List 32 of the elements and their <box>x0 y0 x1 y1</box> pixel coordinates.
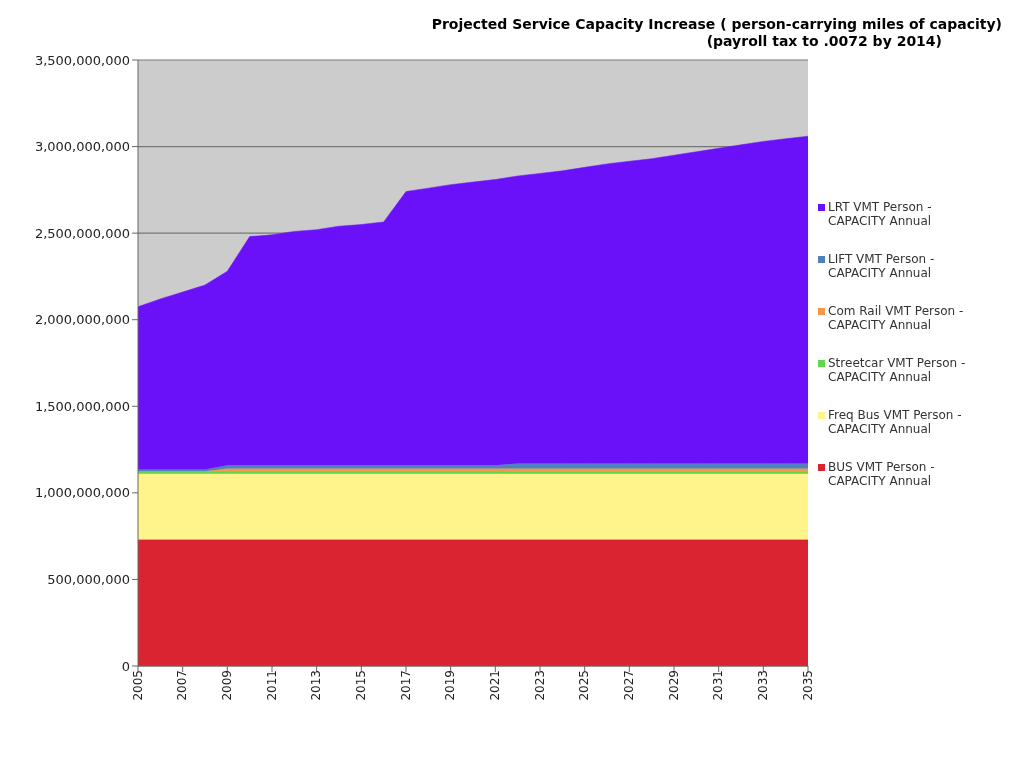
y-tick-label: 2,500,000,000 <box>34 225 130 241</box>
x-tick-label: 2011 <box>264 670 279 701</box>
x-tick-label: 2019 <box>443 670 458 701</box>
legend-label: Streetcar VMT Person - CAPACITY Annual <box>828 356 967 384</box>
y-tick-label: 1,000,000,000 <box>34 485 130 501</box>
x-tick-label: 2009 <box>219 670 234 701</box>
x-tick-label: 2029 <box>666 670 681 701</box>
chart-title: Projected Service Capacity Increase ( person-carrying miles of capacity) <box>430 16 1002 33</box>
x-tick-label: 2013 <box>309 670 324 701</box>
legend-label: Com Rail VMT Person - CAPACITY Annual <box>828 304 965 332</box>
legend-label: Freq Bus VMT Person - CAPACITY Annual <box>828 408 963 436</box>
y-tick-label: 1,500,000,000 <box>34 398 130 414</box>
x-tick-label: 2005 <box>130 670 145 701</box>
legend-label: LIFT VMT Person - CAPACITY Annual <box>828 252 936 280</box>
chart-subtitle: (payroll tax to .0072 by 2014) <box>705 33 943 50</box>
y-tick-label: 2,000,000,000 <box>34 312 130 328</box>
x-tick-label: 2023 <box>532 670 547 701</box>
y-tick-label: 500,000,000 <box>47 572 130 588</box>
legend-label: LRT VMT Person - CAPACITY Annual <box>828 200 933 228</box>
x-tick-label: 2027 <box>621 670 636 701</box>
y-tick-label: 3,500,000,000 <box>34 52 130 68</box>
x-tick-label: 2031 <box>711 670 726 701</box>
x-tick-label: 2025 <box>577 670 592 701</box>
x-tick-label: 2033 <box>755 670 770 701</box>
x-tick-label: 2021 <box>487 670 502 701</box>
x-tick-label: 2017 <box>398 670 413 701</box>
y-tick-label: 0 <box>121 658 130 674</box>
x-tick-label: 2035 <box>800 670 815 701</box>
legend-label: BUS VMT Person - CAPACITY Annual <box>828 460 936 488</box>
y-tick-label: 3,000,000,000 <box>34 139 130 155</box>
x-tick-label: 2007 <box>175 670 190 701</box>
x-tick-label: 2015 <box>353 670 368 701</box>
